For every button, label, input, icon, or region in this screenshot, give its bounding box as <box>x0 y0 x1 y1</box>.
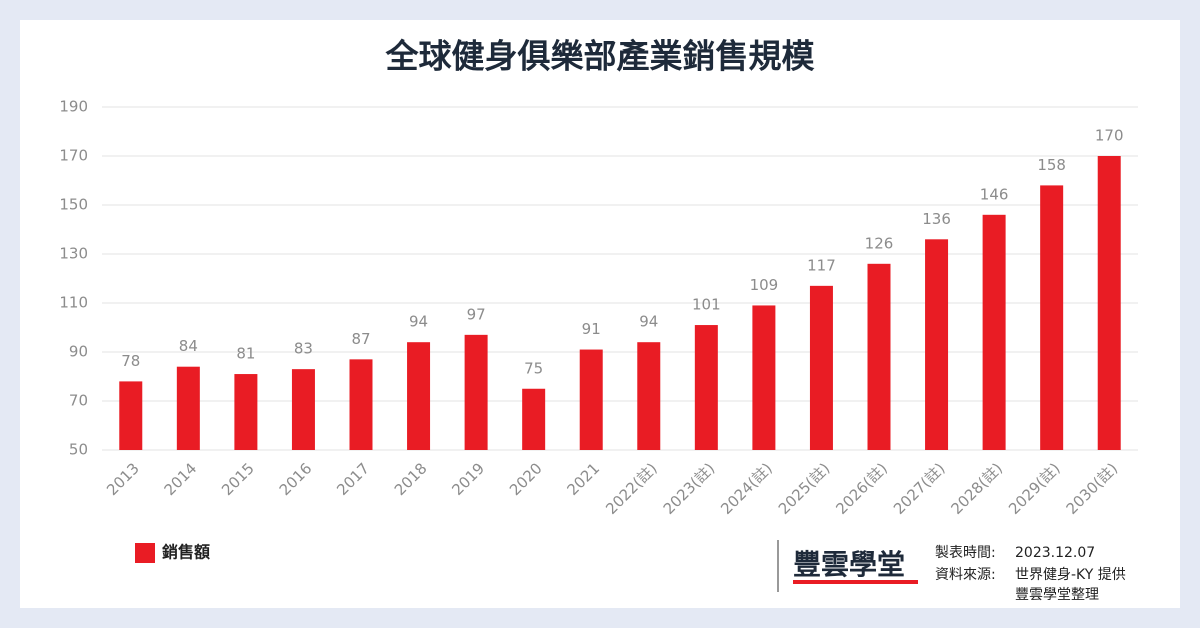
value-label: 78 <box>121 352 140 370</box>
date: 2023.12.07 <box>1015 545 1095 561</box>
y-tick-label: 50 <box>69 441 88 459</box>
compiler: 豐雲學堂整理 <box>1015 587 1099 603</box>
bar <box>407 342 431 450</box>
value-label: 101 <box>692 296 721 314</box>
value-label: 94 <box>409 313 428 331</box>
y-tick-label: 190 <box>59 98 88 116</box>
bar <box>694 325 718 450</box>
value-label: 158 <box>1037 156 1066 174</box>
y-tick-label: 70 <box>69 392 88 410</box>
value-label: 84 <box>179 337 198 355</box>
y-tick-label: 110 <box>59 294 88 312</box>
value-label: 146 <box>980 185 1009 203</box>
bar <box>464 334 488 450</box>
bar <box>349 359 373 450</box>
y-tick-label: 170 <box>59 147 88 165</box>
bar <box>522 388 546 450</box>
logo: 豐雲學堂 <box>793 548 905 581</box>
legend-label: 銷售額 <box>162 543 210 562</box>
value-label: 75 <box>524 359 543 377</box>
date-label: 製表時間: <box>935 545 996 561</box>
bar <box>925 239 949 450</box>
value-label: 83 <box>294 340 313 358</box>
value-label: 136 <box>922 210 951 228</box>
value-label: 126 <box>865 234 894 252</box>
bar <box>234 374 258 450</box>
legend-swatch <box>135 543 155 563</box>
bar <box>752 305 776 450</box>
value-label: 109 <box>750 276 779 294</box>
card <box>20 20 1180 608</box>
value-label: 170 <box>1095 127 1124 145</box>
bar <box>1097 156 1121 450</box>
bar <box>176 366 200 450</box>
bar <box>982 214 1006 450</box>
y-tick-label: 130 <box>59 245 88 263</box>
chart-title: 全球健身俱樂部產業銷售規模 <box>385 37 816 76</box>
bar <box>119 381 143 450</box>
bar <box>579 349 603 450</box>
y-tick-label: 150 <box>59 196 88 214</box>
logo-underline <box>793 580 918 584</box>
value-label: 81 <box>236 345 255 363</box>
y-tick-label: 90 <box>69 343 88 361</box>
source: 世界健身-KY 提供 <box>1015 567 1126 583</box>
value-label: 87 <box>351 330 370 348</box>
source-label: 資料來源: <box>935 567 996 583</box>
bar <box>1040 185 1064 450</box>
bar <box>867 263 891 450</box>
bar <box>291 369 315 450</box>
value-label: 91 <box>582 320 601 338</box>
bar <box>809 285 833 450</box>
value-label: 97 <box>467 305 486 323</box>
value-label: 117 <box>807 256 836 274</box>
value-label: 94 <box>639 313 658 331</box>
bar <box>637 342 661 450</box>
